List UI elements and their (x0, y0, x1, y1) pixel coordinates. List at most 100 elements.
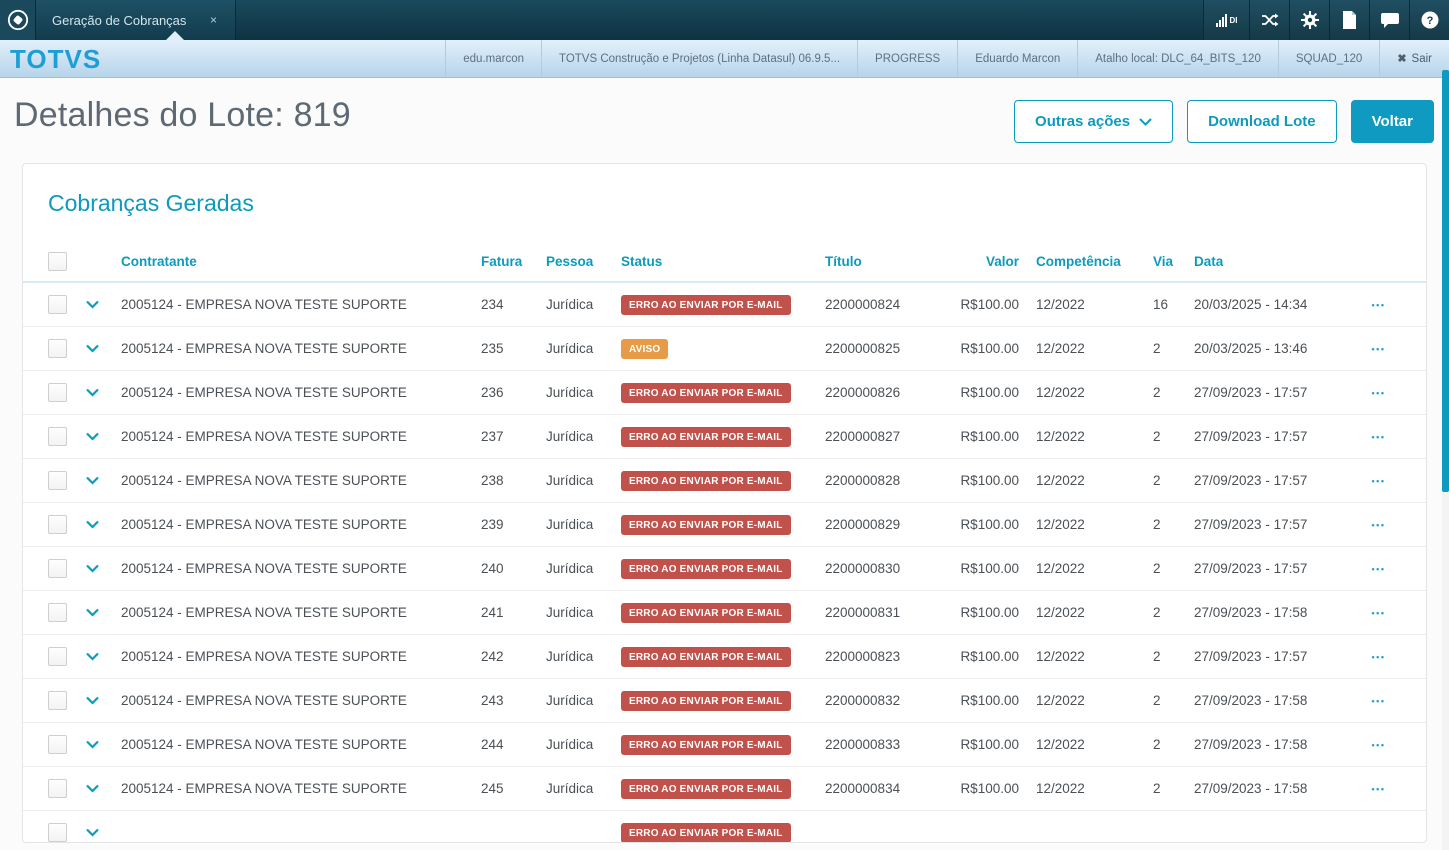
expand-chevron-icon[interactable] (86, 388, 99, 397)
cell-data: 27/09/2023 - 17:58 (1194, 605, 1308, 620)
row-checkbox[interactable] (48, 515, 67, 534)
status-badge: ERRO AO ENVIAR POR E-MAIL (621, 734, 791, 755)
cell-via: 2 (1153, 429, 1161, 444)
expand-chevron-icon[interactable] (86, 784, 99, 793)
voltar-button[interactable]: Voltar (1350, 100, 1434, 143)
column-header-contratante[interactable]: Contratante (121, 253, 197, 269)
column-header-valor[interactable]: Valor (985, 253, 1019, 269)
cell-valor: R$100.00 (960, 473, 1019, 488)
row-checkbox[interactable] (48, 735, 67, 754)
row-menu-button[interactable]: ••• (1371, 695, 1386, 706)
help-button[interactable]: ? (1409, 0, 1449, 40)
row-menu-button[interactable]: ••• (1371, 431, 1386, 442)
table-row: ERRO AO ENVIAR POR E-MAIL (23, 811, 1426, 842)
table-row: 2005124 - EMPRESA NOVA TESTE SUPORTE 234… (23, 283, 1426, 327)
row-menu-button[interactable]: ••• (1371, 387, 1386, 398)
cell-contratante: 2005124 - EMPRESA NOVA TESTE SUPORTE (121, 297, 407, 312)
row-checkbox[interactable] (48, 559, 67, 578)
row-checkbox[interactable] (48, 383, 67, 402)
logout-button[interactable]: ✖ Sair (1379, 40, 1449, 77)
other-actions-button[interactable]: Outras ações (1014, 100, 1174, 143)
expand-chevron-icon[interactable] (86, 564, 99, 573)
scrollbar-thumb[interactable] (1442, 70, 1449, 492)
cell-via: 16 (1153, 297, 1169, 312)
settings-button[interactable] (1289, 0, 1329, 40)
cell-fatura: 235 (481, 341, 504, 356)
totvs-logo-icon[interactable] (0, 0, 36, 40)
expand-chevron-icon[interactable] (86, 300, 99, 309)
cell-data: 27/09/2023 - 17:57 (1194, 649, 1308, 664)
row-menu-button[interactable]: ••• (1371, 783, 1386, 794)
cell-contratante: 2005124 - EMPRESA NOVA TESTE SUPORTE (121, 473, 407, 488)
cell-fatura: 236 (481, 385, 504, 400)
tab-close-icon[interactable]: × (210, 13, 218, 27)
cell-contratante: 2005124 - EMPRESA NOVA TESTE SUPORTE (121, 429, 407, 444)
row-menu-button[interactable]: ••• (1371, 607, 1386, 618)
session-environment: SQUAD_120 (1277, 40, 1379, 77)
cell-competencia: 12/2022 (1036, 605, 1085, 620)
cell-via: 2 (1153, 649, 1161, 664)
chat-button[interactable] (1369, 0, 1409, 40)
column-header-status[interactable]: Status (621, 253, 663, 269)
status-badge: ERRO AO ENVIAR POR E-MAIL (621, 382, 791, 403)
select-all-checkbox[interactable] (48, 251, 67, 271)
expand-chevron-icon[interactable] (86, 652, 99, 661)
page-actions: Outras ações Download Lote Voltar (1014, 96, 1434, 143)
row-checkbox[interactable] (48, 339, 67, 358)
tab-geracao-de-cobrancas[interactable]: Geração de Cobranças × (36, 0, 236, 40)
cell-pessoa: Jurídica (546, 385, 594, 400)
cell-contratante: 2005124 - EMPRESA NOVA TESTE SUPORTE (121, 649, 407, 664)
document-button[interactable] (1329, 0, 1369, 40)
chart-di-button[interactable]: DI (1203, 0, 1249, 40)
column-header-titulo[interactable]: Título (825, 253, 862, 269)
column-header-data[interactable]: Data (1194, 253, 1224, 269)
chart-di-icon (1215, 13, 1227, 27)
expand-chevron-icon[interactable] (86, 344, 99, 353)
shuffle-icon (1261, 13, 1278, 27)
row-menu-button[interactable]: ••• (1371, 739, 1386, 750)
cell-via: 2 (1153, 781, 1161, 796)
column-header-via[interactable]: Via (1153, 253, 1174, 269)
row-checkbox[interactable] (48, 471, 67, 490)
shuffle-button[interactable] (1249, 0, 1289, 40)
expand-chevron-icon[interactable] (86, 608, 99, 617)
expand-chevron-icon[interactable] (86, 740, 99, 749)
row-checkbox[interactable] (48, 647, 67, 666)
row-menu-button[interactable]: ••• (1371, 651, 1386, 662)
cell-valor: R$100.00 (960, 649, 1019, 664)
row-checkbox[interactable] (48, 779, 67, 798)
cell-valor: R$100.00 (960, 693, 1019, 708)
download-lote-button[interactable]: Download Lote (1187, 100, 1337, 143)
expand-chevron-icon[interactable] (86, 432, 99, 441)
cell-via: 2 (1153, 341, 1161, 356)
column-header-fatura[interactable]: Fatura (481, 253, 523, 269)
row-menu-button[interactable]: ••• (1371, 475, 1386, 486)
row-menu-button[interactable]: ••• (1371, 519, 1386, 530)
cell-contratante: 2005124 - EMPRESA NOVA TESTE SUPORTE (121, 561, 407, 576)
column-header-competencia[interactable]: Competência (1036, 253, 1121, 269)
row-checkbox[interactable] (48, 427, 67, 446)
expand-chevron-icon[interactable] (86, 520, 99, 529)
table-header-row: Contratante Fatura Pessoa Status Título … (23, 241, 1426, 283)
cell-titulo: 2200000825 (825, 341, 901, 356)
row-checkbox[interactable] (48, 603, 67, 622)
row-menu-button[interactable]: ••• (1371, 343, 1386, 354)
other-actions-label: Outras ações (1035, 113, 1131, 130)
expand-chevron-icon[interactable] (86, 696, 99, 705)
expand-chevron-icon[interactable] (86, 476, 99, 485)
expand-chevron-icon[interactable] (86, 828, 99, 837)
cell-competencia: 12/2022 (1036, 341, 1085, 356)
row-checkbox[interactable] (48, 823, 67, 842)
row-checkbox[interactable] (48, 295, 67, 314)
row-menu-button[interactable]: ••• (1371, 299, 1386, 310)
row-checkbox[interactable] (48, 691, 67, 710)
session-database: PROGRESS (857, 40, 957, 77)
cell-titulo: 2200000833 (825, 737, 901, 752)
cell-contratante: 2005124 - EMPRESA NOVA TESTE SUPORTE (121, 693, 407, 708)
cell-valor: R$100.00 (960, 561, 1019, 576)
cell-titulo: 2200000826 (825, 385, 901, 400)
cell-titulo: 2200000830 (825, 561, 901, 576)
cell-contratante: 2005124 - EMPRESA NOVA TESTE SUPORTE (121, 341, 407, 356)
row-menu-button[interactable]: ••• (1371, 563, 1386, 574)
column-header-pessoa[interactable]: Pessoa (546, 253, 594, 269)
